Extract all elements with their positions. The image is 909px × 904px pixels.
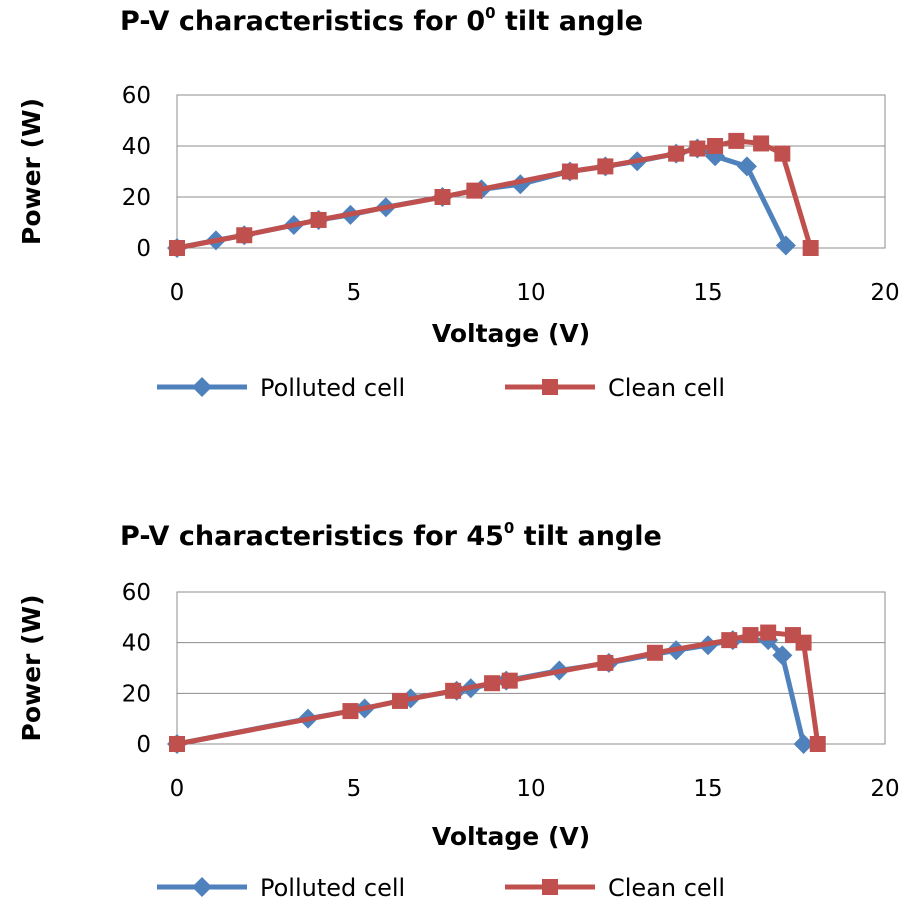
legend: Polluted cell Clean cell: [157, 374, 725, 402]
data-point: [342, 703, 359, 720]
chart-1: P-V characteristics for 450 tilt angle02…: [17, 519, 900, 902]
data-point: [597, 654, 614, 671]
y-axis-label: Power (W): [17, 594, 46, 741]
y-axis-label: Power (W): [17, 98, 46, 245]
data-point: [772, 645, 793, 666]
x-tick-label: 20: [870, 280, 899, 306]
data-point: [689, 140, 706, 157]
legend-marker: [542, 379, 558, 395]
y-tick-label: 40: [122, 134, 151, 160]
legend: Polluted cell Clean cell: [157, 874, 725, 902]
data-point: [742, 627, 759, 644]
series-clean-cell: [169, 132, 819, 256]
data-point: [793, 734, 814, 754]
chart-title: P-V characteristics for 450 tilt angle: [120, 519, 662, 552]
legend-label: Clean cell: [608, 374, 725, 402]
chart-title-main: P-V characteristics for 45: [120, 521, 504, 552]
data-point: [753, 135, 770, 152]
x-axis-label: Voltage (V): [432, 822, 590, 851]
data-point: [392, 692, 409, 709]
legend-marker: [542, 879, 558, 895]
data-point: [775, 235, 796, 256]
x-tick-label: 20: [870, 776, 899, 802]
data-point: [721, 632, 738, 649]
data-point: [809, 736, 826, 752]
chart-title-sup: 0: [504, 519, 514, 537]
y-tick-label: 0: [136, 732, 151, 758]
chart-0: P-V characteristics for 00 tilt angle020…: [17, 4, 900, 402]
data-point: [501, 672, 518, 689]
data-point: [760, 624, 777, 641]
chart-title-rest: tilt angle: [514, 521, 661, 552]
x-tick-label: 0: [170, 776, 185, 802]
data-point: [795, 634, 812, 651]
series-polluted-cell: [167, 630, 814, 754]
data-point: [169, 240, 185, 256]
x-tick-label: 15: [693, 280, 722, 306]
x-tick-label: 15: [693, 776, 722, 802]
data-point: [466, 182, 483, 199]
chart-title-sup: 0: [485, 4, 495, 22]
data-point: [707, 138, 724, 154]
legend-label: Polluted cell: [260, 374, 405, 402]
x-tick-label: 5: [347, 776, 362, 802]
x-tick-label: 0: [170, 280, 185, 306]
legend-marker: [192, 877, 212, 897]
series-clean-cell: [169, 624, 826, 752]
data-point: [561, 163, 578, 180]
data-point: [169, 736, 185, 752]
y-tick-label: 60: [122, 580, 151, 606]
data-point: [484, 675, 501, 692]
y-tick-label: 20: [122, 681, 151, 707]
y-tick-label: 40: [122, 631, 151, 657]
data-point: [736, 156, 757, 177]
data-point: [310, 211, 327, 228]
x-axis-label: Voltage (V): [432, 319, 590, 348]
chart-title-rest: tilt angle: [496, 6, 643, 37]
data-point: [445, 682, 462, 699]
chart-title: P-V characteristics for 00 tilt angle: [120, 4, 643, 37]
data-point: [236, 227, 253, 244]
legend-label: Clean cell: [608, 874, 725, 902]
data-point: [668, 145, 685, 162]
x-tick-label: 5: [347, 280, 362, 306]
data-point: [802, 240, 819, 256]
chart-title-main: P-V characteristics for 0: [120, 6, 485, 37]
y-tick-label: 20: [122, 185, 151, 211]
legend-label: Polluted cell: [260, 874, 405, 902]
data-point: [646, 644, 663, 661]
legend-marker: [192, 377, 212, 397]
data-point: [774, 145, 791, 162]
data-point: [728, 132, 745, 149]
data-point: [597, 158, 614, 175]
data-point: [434, 189, 451, 205]
x-tick-label: 10: [516, 280, 545, 306]
y-tick-label: 0: [136, 236, 151, 262]
x-tick-label: 10: [516, 776, 545, 802]
y-tick-label: 60: [122, 83, 151, 109]
